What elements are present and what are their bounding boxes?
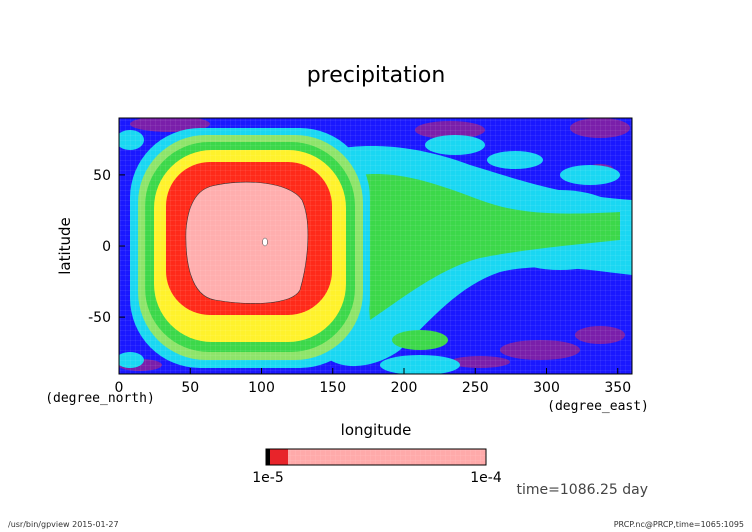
x-axis-label: longitude xyxy=(341,421,412,439)
colorbar-frame xyxy=(265,448,487,466)
plot-area xyxy=(119,118,632,374)
colorbar: 1e-5 1e-4 xyxy=(252,448,502,486)
y-tick-label: 0 xyxy=(102,239,111,255)
y-unit-label: (degree_north) xyxy=(45,391,155,406)
chart-title: precipitation xyxy=(307,63,446,88)
grid-overlay xyxy=(119,118,632,374)
x-tick-label: 0 xyxy=(115,380,124,396)
x-tick-label: 250 xyxy=(462,380,489,396)
colorbar-label-low: 1e-5 xyxy=(252,470,283,486)
y-tick-label: 50 xyxy=(93,168,111,184)
colorbar-hatch xyxy=(288,449,486,465)
time-label: time=1086.25 day xyxy=(517,482,648,498)
x-tick-label: 350 xyxy=(604,380,631,396)
footer-left: /usr/bin/gpview 2015-01-27 xyxy=(8,520,119,529)
footer-right: PRCP.nc@PRCP,time=1065:1095 xyxy=(614,520,744,529)
x-tick-label: 50 xyxy=(181,380,199,396)
y-tick-label: -50 xyxy=(88,310,111,326)
x-unit-label: (degree_east) xyxy=(547,399,649,414)
colorbar-segment-black xyxy=(266,449,270,465)
colorbar-label-high: 1e-4 xyxy=(470,470,502,486)
x-axis: 0 50 100 150 200 250 300 350 xyxy=(115,368,631,396)
colorbar-segment-red xyxy=(270,449,288,465)
y-axis: -50 0 50 xyxy=(88,168,125,326)
x-tick-label: 200 xyxy=(391,380,418,396)
x-tick-label: 150 xyxy=(319,380,346,396)
y-axis-label: latitude xyxy=(56,217,74,275)
x-tick-label: 100 xyxy=(248,380,275,396)
x-tick-label: 300 xyxy=(533,380,560,396)
